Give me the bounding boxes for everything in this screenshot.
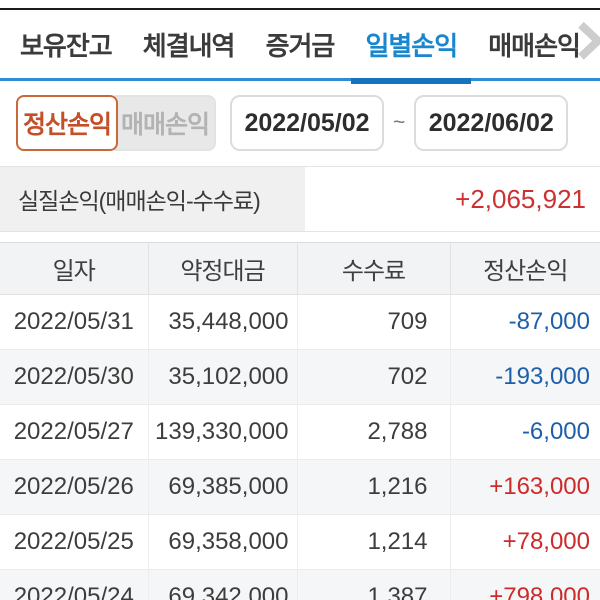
filter-controls: 정산손익 매매손익 2022/05/02 ~ 2022/06/02: [0, 81, 600, 159]
tab-bar: 보유잔고 체결내역 증거금 일별손익 매매손익: [0, 8, 600, 84]
cell-amount: 69,358,000: [148, 514, 298, 570]
chevron-right-icon[interactable]: [578, 21, 600, 61]
date-to-input[interactable]: 2022/06/02: [414, 95, 569, 151]
cell-date: 2022/05/26: [0, 459, 149, 515]
top-divider: [0, 8, 600, 10]
segment-settlement-pl[interactable]: 정산손익: [16, 95, 118, 151]
cell-date: 2022/05/25: [0, 514, 149, 570]
date-range-separator: ~: [393, 111, 406, 134]
tab-trading-pl[interactable]: 매매손익: [488, 30, 581, 61]
cell-pl: -87,000: [450, 294, 600, 350]
column-header-date: 일자: [0, 242, 149, 295]
tab-daily-pl[interactable]: 일별손익: [351, 8, 471, 84]
net-pl-label: 실질손익(매매손익-수수료): [0, 167, 305, 231]
tab-margin[interactable]: 증거금: [265, 30, 336, 61]
cell-date: 2022/05/24: [0, 569, 149, 600]
daily-pl-table: 일자 약정대금 수수료 정산손익 2022/05/31 35,448,000 7…: [0, 242, 600, 600]
cell-fee: 1,216: [297, 459, 451, 515]
tab-balance[interactable]: 보유잔고: [20, 30, 113, 61]
segment-trading-pl[interactable]: 매매손익: [114, 95, 216, 151]
column-header-amount: 약정대금: [148, 242, 298, 295]
top-strip: [0, 0, 600, 8]
column-header-fee: 수수료: [297, 242, 451, 295]
cell-fee: 2,788: [297, 404, 451, 460]
table-row[interactable]: 2022/05/24 69,342,000 1,387 +798,000: [0, 569, 600, 600]
cell-date: 2022/05/27: [0, 404, 149, 460]
cell-pl: +798,000: [450, 569, 600, 600]
cell-pl: +78,000: [450, 514, 600, 570]
date-from-input[interactable]: 2022/05/02: [230, 95, 384, 151]
cell-amount: 35,102,000: [148, 349, 298, 405]
table-row[interactable]: 2022/05/27 139,330,000 2,788 -6,000: [0, 404, 600, 460]
cell-amount: 69,385,000: [148, 459, 298, 515]
column-header-pl: 정산손익: [450, 242, 600, 295]
table-row[interactable]: 2022/05/30 35,102,000 702 -193,000: [0, 349, 600, 405]
tab-executions[interactable]: 체결내역: [142, 30, 236, 61]
net-pl-summary-row: 실질손익(매매손익-수수료) +2,065,921: [0, 166, 600, 232]
cell-date: 2022/05/30: [0, 349, 149, 405]
cell-fee: 1,387: [297, 569, 451, 600]
cell-pl: +163,000: [450, 459, 600, 515]
table-row[interactable]: 2022/05/31 35,448,000 709 -87,000: [0, 294, 600, 350]
cell-pl: -6,000: [450, 404, 600, 460]
cell-amount: 35,448,000: [148, 294, 298, 350]
table-row[interactable]: 2022/05/25 69,358,000 1,214 +78,000: [0, 514, 600, 570]
cell-fee: 709: [297, 294, 451, 350]
cell-amount: 69,342,000: [148, 569, 298, 600]
table-row[interactable]: 2022/05/26 69,385,000 1,216 +163,000: [0, 459, 600, 515]
cell-fee: 702: [297, 349, 451, 405]
cell-amount: 139,330,000: [148, 404, 298, 460]
cell-fee: 1,214: [297, 514, 451, 570]
table-header-row: 일자 약정대금 수수료 정산손익: [0, 242, 600, 295]
cell-pl: -193,000: [450, 349, 600, 405]
cell-date: 2022/05/31: [0, 294, 149, 350]
net-pl-value: +2,065,921: [455, 183, 586, 214]
pl-type-segmented-control: 정산손익 매매손익: [16, 95, 216, 151]
